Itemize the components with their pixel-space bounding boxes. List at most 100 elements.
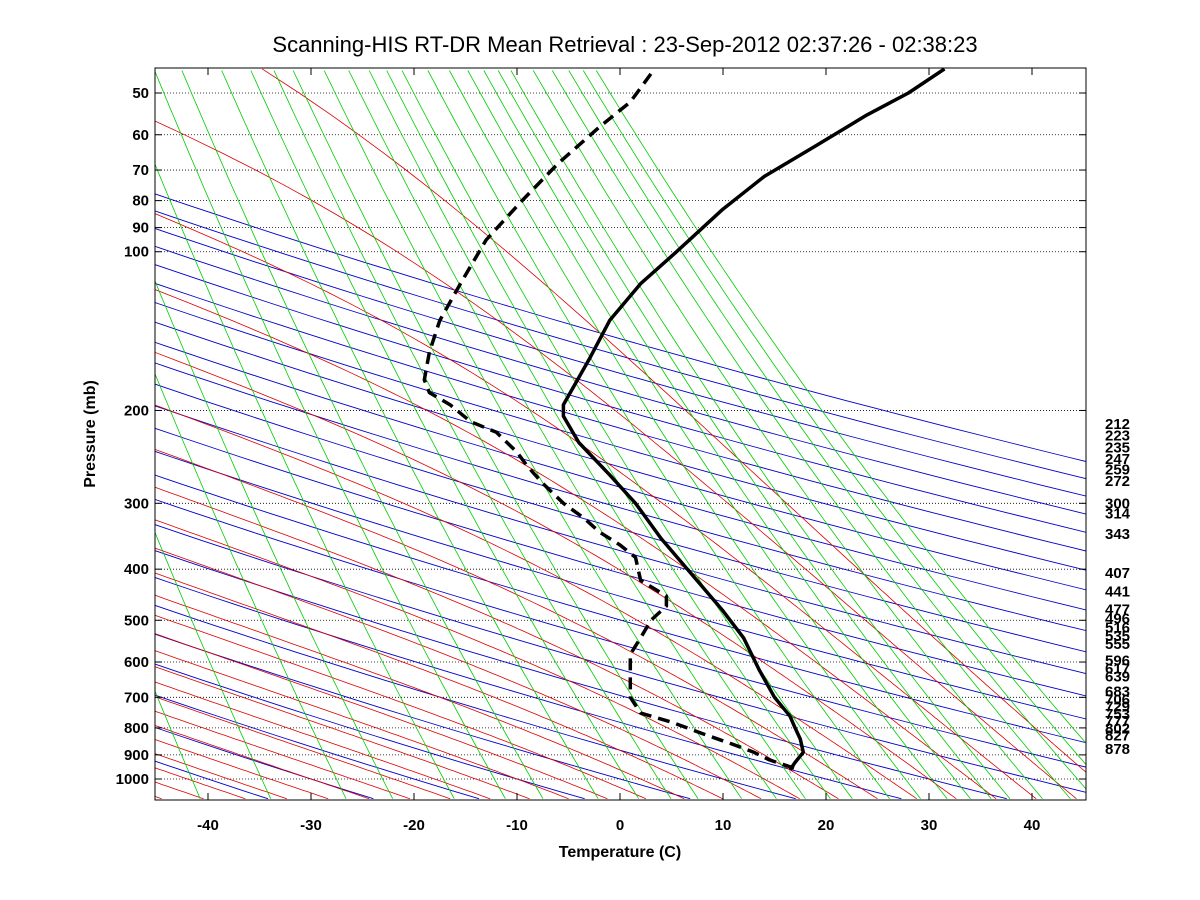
dry-adiabat xyxy=(155,405,1086,675)
dry-adiabat xyxy=(155,633,691,800)
height-label: 212 xyxy=(1105,416,1130,433)
mixing-ratio-line xyxy=(155,70,506,799)
moist-adiabat xyxy=(155,681,491,800)
x-tick-label: 30 xyxy=(921,817,938,834)
y-tick-label: 60 xyxy=(132,127,149,144)
x-axis-label: Temperature (C) xyxy=(559,844,681,861)
dry-adiabat xyxy=(155,427,1086,697)
dry-adiabat xyxy=(155,362,1086,632)
mixing-ratio-line xyxy=(449,70,921,799)
height-label: 300 xyxy=(1105,495,1130,512)
x-tick-label: 10 xyxy=(715,817,732,834)
dry-adiabat xyxy=(155,341,1086,611)
y-tick-label: 70 xyxy=(132,162,149,179)
mixing-ratio-line xyxy=(510,70,1011,799)
height-label: 477 xyxy=(1105,601,1130,618)
height-label: 235 xyxy=(1105,439,1130,456)
height-label: 407 xyxy=(1105,565,1130,582)
y-tick-label: 500 xyxy=(124,612,149,629)
dry-adiabat xyxy=(155,210,1086,480)
y-axis-label: Pressure (mb) xyxy=(82,380,99,488)
moist-adiabat xyxy=(155,633,608,800)
height-label: 777 xyxy=(1105,713,1130,730)
mixing-ratio-line xyxy=(155,372,347,799)
mixing-ratio-line xyxy=(155,163,455,799)
height-label: 827 xyxy=(1105,728,1130,745)
y-tick-label: 1000 xyxy=(116,771,149,788)
y-tick-label: 900 xyxy=(124,747,149,764)
height-label: 441 xyxy=(1105,584,1130,601)
mixing-ratio-line xyxy=(551,70,1071,799)
y-tick-label: 300 xyxy=(124,495,149,512)
mixing-ratio-line xyxy=(427,70,890,799)
mixing-ratio-line xyxy=(155,531,272,799)
mixing-ratio-line xyxy=(582,70,1086,766)
height-label: 516 xyxy=(1105,619,1130,636)
mixing-ratio-line xyxy=(497,70,992,799)
dewpoint-profile-line xyxy=(422,72,797,774)
mixing-ratio-line xyxy=(323,70,742,799)
moist-adiabat xyxy=(155,404,917,800)
mixing-ratio-line xyxy=(467,70,948,799)
height-label: 683 xyxy=(1105,684,1130,701)
moist-adiabat xyxy=(155,710,411,800)
height-label: 729 xyxy=(1105,699,1130,716)
height-labels: 2122232352472592723003143434074414774965… xyxy=(1105,416,1131,758)
x-axis-ticks: -40 -30 -20 -10 0 10 20 30 40 xyxy=(197,68,1040,834)
height-label: 878 xyxy=(1105,741,1130,758)
moist-adiabat xyxy=(155,289,997,800)
dry-adiabat xyxy=(155,450,1086,720)
height-label: 272 xyxy=(1105,473,1130,490)
mixing-ratio-line xyxy=(221,70,599,799)
moist-adiabat xyxy=(155,213,1037,800)
y-tick-label: 90 xyxy=(132,220,149,237)
dry-adiabat xyxy=(155,227,1086,497)
x-tick-label: 0 xyxy=(616,817,624,834)
y-tick-label: 400 xyxy=(124,561,149,578)
y-tick-label: 200 xyxy=(124,402,149,419)
x-tick-label: -10 xyxy=(506,817,528,834)
dry-adiabat xyxy=(155,550,1007,800)
height-label: 596 xyxy=(1105,652,1130,669)
height-label: 706 xyxy=(1105,691,1130,708)
y-tick-label: 100 xyxy=(124,244,149,261)
dry-adiabat xyxy=(155,604,796,800)
height-label: 617 xyxy=(1105,660,1130,677)
moist-adiabat xyxy=(155,650,569,800)
mixing-ratio-line xyxy=(483,70,971,799)
height-label: 535 xyxy=(1105,628,1130,645)
height-label: 247 xyxy=(1105,451,1130,468)
moist-adiabat xyxy=(155,739,329,800)
height-label: 496 xyxy=(1105,610,1130,627)
height-label: 753 xyxy=(1105,706,1130,723)
moist-adiabat xyxy=(155,666,530,800)
dry-adiabat xyxy=(155,663,585,800)
x-tick-label: -40 xyxy=(197,817,219,834)
height-label: 343 xyxy=(1105,526,1130,543)
dry-adiabat xyxy=(155,245,1086,515)
mixing-ratio-line xyxy=(532,70,1043,799)
dry-adiabat xyxy=(155,193,1086,462)
mixing-ratio-line xyxy=(348,70,777,799)
x-tick-label: 20 xyxy=(818,817,835,834)
moist-adiabat xyxy=(155,725,370,800)
mixing-ratio-line xyxy=(273,70,672,799)
dry-adiabat xyxy=(155,474,1086,744)
height-label: 639 xyxy=(1105,668,1130,685)
y-axis-ticks: 50 60 70 80 90 100 200 300 400 500 600 700 800 900 100… xyxy=(116,85,1086,788)
y-tick-label: 800 xyxy=(124,720,149,737)
mixing-ratio-line xyxy=(368,70,806,799)
moist-adiabat xyxy=(155,614,647,800)
x-tick-label: -20 xyxy=(403,817,425,834)
y-tick-label: 50 xyxy=(132,85,149,102)
dry-adiabat xyxy=(155,282,1086,552)
mixing-ratio-line xyxy=(595,70,1086,744)
dry-adiabat xyxy=(155,302,1086,571)
moist-adiabat xyxy=(155,753,288,800)
y-tick-label: 600 xyxy=(124,654,149,671)
moist-adiabat xyxy=(155,572,723,800)
moist-adiabat xyxy=(155,696,451,800)
mixing-ratio-line xyxy=(181,70,544,799)
mixing-ratio-line xyxy=(568,70,1086,790)
